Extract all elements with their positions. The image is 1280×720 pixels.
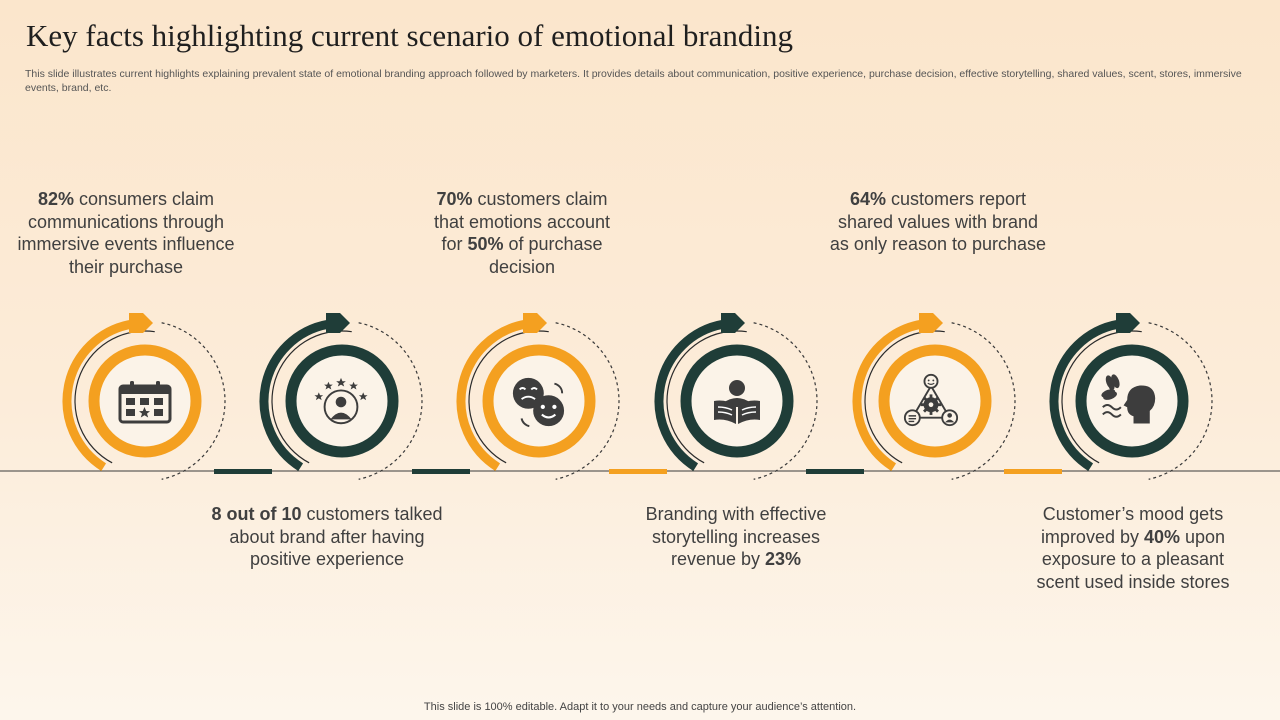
shared-values-network-icon (903, 372, 959, 428)
fact-3-highlight: 70% (436, 189, 473, 209)
emotions-icon (510, 374, 566, 430)
calendar-icon (117, 374, 173, 430)
fact-6-highlight: 40% (1143, 526, 1181, 547)
fact-1-highlight: 82% (37, 189, 74, 209)
fact-4-body: Branding with effective storytelling inc… (645, 504, 827, 569)
fact-5-highlight: 64% (849, 189, 886, 209)
page-subtitle: This slide illustrates current highlight… (25, 68, 1242, 94)
fact-3-body-2: of purchase decision (488, 234, 603, 277)
footer-note: This slide is 100% editable. Adapt it to… (423, 701, 857, 713)
fact-4-highlight: 23% (765, 549, 802, 569)
fact-5-text: 64% customers report shared values with … (828, 188, 1048, 256)
fact-1-text: 82% consumers claim communications throu… (8, 188, 244, 278)
fact-1-body: consumers claim communications through i… (17, 189, 235, 277)
fact-4-text: Branding with effective storytelling inc… (630, 503, 842, 571)
fact-2-highlight: 8 out of 10 (211, 504, 302, 524)
page-title: Key facts highlighting current scenario … (26, 18, 794, 53)
fact-3-highlight-2: 50% (467, 234, 504, 254)
fact-5-body: customers report shared values with bran… (829, 189, 1047, 254)
scent-icon (1101, 372, 1157, 428)
fact-2-body: customers talked about brand after havin… (229, 504, 443, 569)
fact-6-body: Customer’s mood gets improved by (1040, 504, 1224, 547)
fact-3-body: customers claim that emotions account fo… (433, 189, 611, 254)
fact-2-text: 8 out of 10 customers talked about brand… (200, 503, 454, 571)
fact-6-text: Customer’s mood gets improved by 40% upo… (1030, 503, 1236, 593)
reading-person-icon (709, 374, 765, 430)
baseline (0, 469, 1280, 474)
fact-3-text: 70% customers claim that emotions accoun… (432, 188, 612, 278)
fact-6-body-2: upon exposure to a pleasant scent used i… (1036, 526, 1230, 592)
customer-rating-icon (313, 374, 369, 430)
